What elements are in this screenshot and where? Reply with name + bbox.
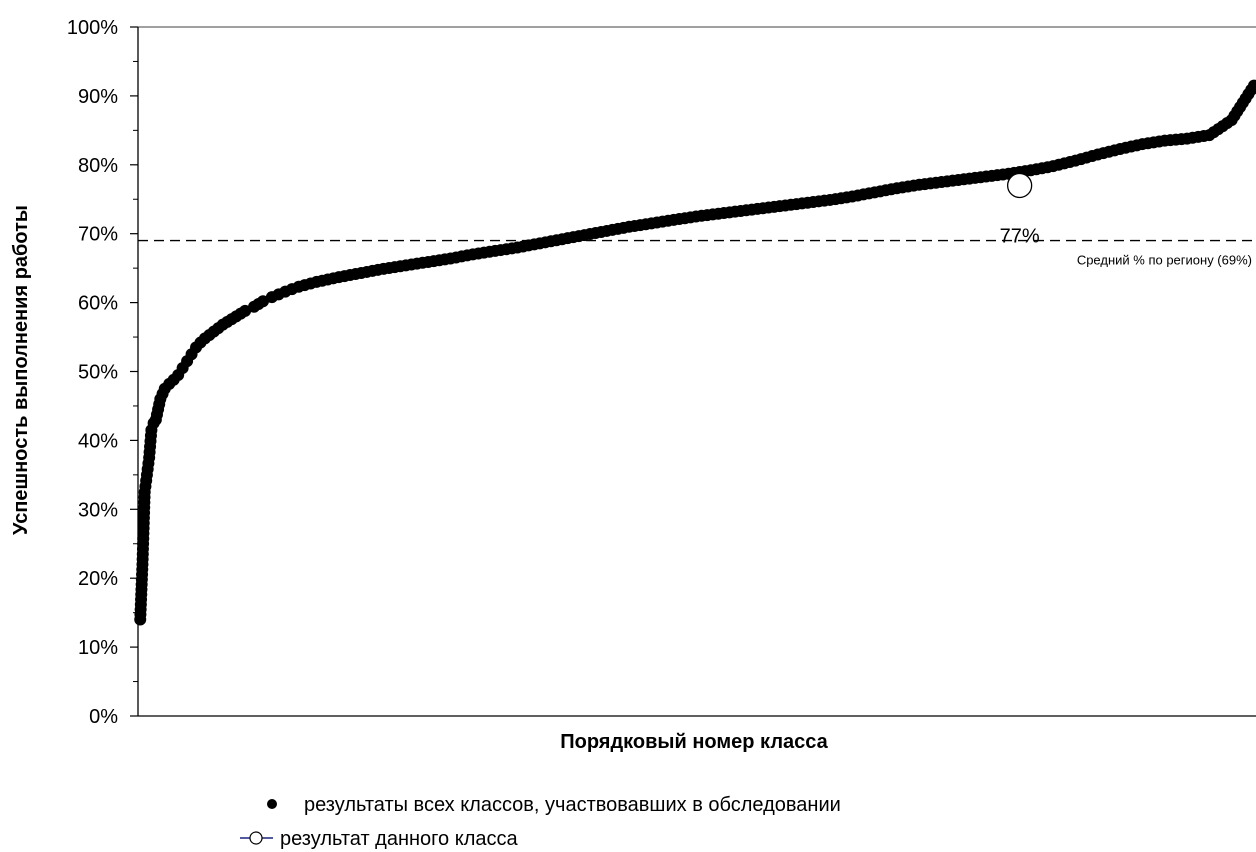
data-point <box>1248 79 1256 92</box>
data-point <box>239 304 252 317</box>
reference-line-group: Средний % по региону (69%) <box>138 239 1256 268</box>
y-tick-label: 100% <box>67 17 118 39</box>
y-tick-label: 80% <box>78 155 118 177</box>
legend-filled-circle-icon <box>267 799 277 809</box>
y-tick-label: 40% <box>78 430 118 452</box>
data-points <box>134 79 1256 626</box>
this-class-value-label: 77% <box>1000 225 1040 247</box>
legend-label-this-class: результат данного класса <box>280 828 518 850</box>
legend-open-circle-icon <box>249 831 263 845</box>
data-point <box>256 295 269 308</box>
axes: 0% 10% 20% 30% 40% 50% 60% 70% 80% 90% 100% <box>67 17 1256 728</box>
y-tick-label: 20% <box>78 568 118 590</box>
y-tick-label: 10% <box>78 637 118 659</box>
y-tick-label: 70% <box>78 224 118 246</box>
y-tick-label: 0% <box>89 706 118 728</box>
y-tick-label: 30% <box>78 499 118 521</box>
y-tick-label: 90% <box>78 86 118 108</box>
reference-line-label: Средний % по региону (69%) <box>1077 253 1252 268</box>
y-tick-label: 50% <box>78 362 118 384</box>
y-tick-label: 60% <box>78 293 118 315</box>
highlight-group: 77% <box>1000 172 1040 247</box>
y-axis-label: Успешность выполнения работы <box>10 205 32 535</box>
this-class-point <box>1006 172 1033 199</box>
x-axis-label: Порядковый номер класса <box>560 731 828 753</box>
legend: результаты всех классов, участвовавших в… <box>240 794 841 850</box>
legend-label-all-classes: результаты всех классов, участвовавших в… <box>304 794 841 816</box>
